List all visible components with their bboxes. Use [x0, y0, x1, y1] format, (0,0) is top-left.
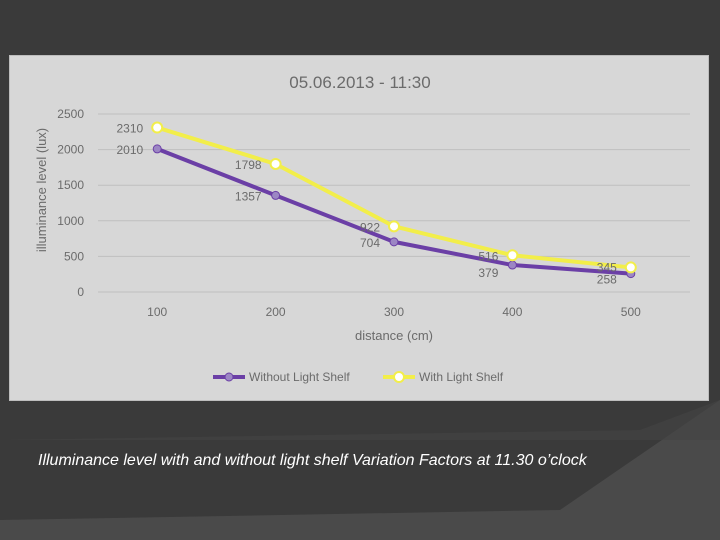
- data-label: 2310: [116, 122, 143, 136]
- slide-caption: Illuminance level with and without light…: [38, 452, 587, 469]
- legend-label: With Light Shelf: [419, 370, 504, 384]
- x-axis-label: distance (cm): [355, 328, 433, 343]
- data-point: [507, 260, 517, 270]
- data-point: [506, 249, 519, 262]
- y-tick-label: 2500: [57, 107, 84, 121]
- data-point: [152, 144, 162, 154]
- data-label: 345: [597, 260, 617, 274]
- data-point: [151, 121, 164, 134]
- data-point: [271, 190, 281, 200]
- data-label: 379: [478, 266, 498, 280]
- data-point: [624, 261, 637, 274]
- chart-title: 05.06.2013 - 11:30: [289, 73, 430, 92]
- y-tick-labels: 0 500 1000 1500 2000 2500: [57, 107, 84, 299]
- data-label: 2010: [116, 143, 143, 157]
- data-point: [388, 220, 400, 233]
- legend: Without Light Shelf With Light Shelf: [213, 370, 504, 384]
- y-tick-label: 0: [77, 285, 84, 299]
- legend-label: Without Light Shelf: [249, 370, 350, 384]
- y-tick-label: 2000: [57, 143, 84, 157]
- data-labels: 2010 1357 704 379 258 2310 1798 922 516 345: [116, 122, 617, 287]
- x-tick-label: 200: [266, 305, 286, 319]
- data-label: 1798: [235, 158, 262, 172]
- data-point: [269, 157, 282, 170]
- gridlines: [98, 113, 690, 293]
- data-label: 704: [360, 236, 380, 250]
- y-tick-label: 500: [64, 249, 84, 263]
- data-label: 1357: [235, 189, 262, 203]
- x-tick-label: 500: [621, 305, 641, 319]
- data-label: 258: [597, 273, 617, 287]
- x-tick-label: 300: [384, 305, 404, 319]
- series-line: [156, 147, 631, 276]
- line-chart: 05.06.2013 - 11:30 illuminance level (lu…: [34, 73, 690, 384]
- x-tick-labels: 100 200 300 400 500: [147, 305, 641, 319]
- data-label: 516: [478, 249, 498, 263]
- legend-marker: [393, 371, 405, 383]
- x-tick-label: 100: [147, 305, 167, 319]
- y-tick-label: 1500: [57, 178, 84, 192]
- data-label: 922: [360, 220, 380, 234]
- legend-marker: [224, 372, 234, 382]
- y-axis-label: illuminance level (lux): [34, 128, 49, 252]
- y-tick-label: 1000: [57, 214, 84, 228]
- series-line: [156, 125, 632, 270]
- series-lines: [151, 121, 637, 279]
- data-point: [389, 237, 399, 247]
- x-tick-label: 400: [502, 305, 522, 319]
